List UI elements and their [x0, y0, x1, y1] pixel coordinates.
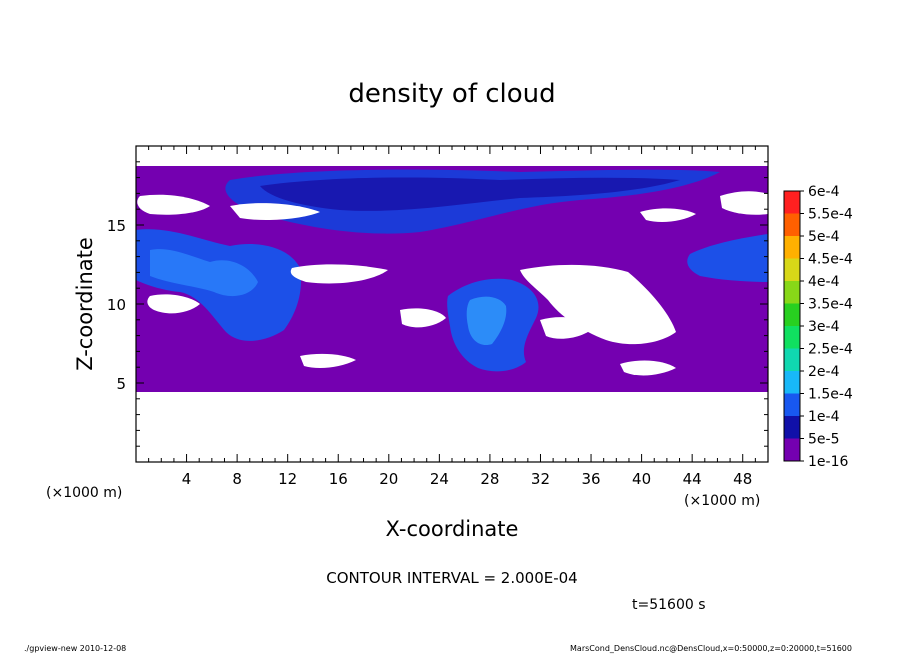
colorbar-label: 4e-4: [808, 274, 840, 290]
x-axis-ticks: 4 8 12 16 20 24 28 32 36 40 44 48: [148, 146, 756, 488]
colorbar-label: 3.5e-4: [808, 297, 853, 313]
colorbar-label: 4.5e-4: [808, 252, 853, 268]
colorbar-segment: [784, 371, 800, 394]
x-tick-label: 40: [632, 470, 651, 488]
x-tick-label: 20: [379, 470, 398, 488]
x-tick-label: 44: [683, 470, 702, 488]
x-unit-right: (×1000 m): [684, 493, 760, 509]
colorbar-segment: [784, 281, 800, 304]
colorbar-label: 2e-4: [808, 364, 840, 380]
gap-3: [290, 264, 388, 284]
y-tick-label: 5: [116, 375, 126, 393]
gap-11: [620, 360, 676, 376]
colorbar-label: 6e-4: [808, 184, 840, 200]
x-tick-label: 16: [329, 470, 348, 488]
footer-right: MarsCond_DensCloud.nc@DensCloud,x=0:5000…: [570, 644, 852, 653]
colorbar-label: 5e-4: [808, 229, 840, 245]
colorbar-label: 3e-4: [808, 319, 840, 335]
gap-2: [230, 203, 320, 220]
colorbar-segment: [784, 191, 800, 214]
colorbar-segment: [784, 416, 800, 439]
colorbar-segment: [784, 258, 800, 281]
colorbar-segment: [784, 236, 800, 259]
x-unit-left: (×1000 m): [46, 485, 122, 501]
colorbar-segment: [784, 213, 800, 236]
colorbar-segment: [784, 348, 800, 371]
gap-8: [720, 191, 768, 215]
gap-6: [400, 308, 446, 328]
x-tick-label: 8: [232, 470, 242, 488]
x-tick-label: 12: [278, 470, 297, 488]
chart-title: density of cloud: [348, 79, 555, 109]
colorbar-label: 5e-5: [808, 432, 839, 448]
x-tick-label: 28: [480, 470, 499, 488]
footer-left: ./gpview-new 2010-12-08: [24, 644, 126, 653]
center-cloud-core: [466, 296, 507, 346]
colorbar-label: 1e-16: [808, 454, 848, 470]
colorbar-segment: [784, 303, 800, 326]
x-tick-label: 36: [581, 470, 600, 488]
y-tick-label: 10: [107, 296, 126, 314]
left-cloud-core: [150, 249, 258, 297]
upper-cloud-core: [260, 177, 680, 211]
colorbar-segment: [784, 438, 800, 461]
colorbar-label: 1e-4: [808, 409, 840, 425]
gap-7: [540, 317, 596, 339]
colorbar-label: 5.5e-4: [808, 207, 853, 223]
gap-5: [147, 294, 200, 314]
x-tick-label: 4: [182, 470, 192, 488]
x-tick-label: 48: [733, 470, 752, 488]
y-tick-label: 15: [107, 217, 126, 235]
right-cloud-region: [687, 234, 768, 282]
colorbar: 1e-16 5e-5 1e-4 1.5e-4 2e-4 2.5e-4 3e-4 3.5e-4 4…: [783, 184, 853, 470]
gap-1: [137, 194, 210, 215]
x-tick-label: 32: [531, 470, 550, 488]
colorbar-segment: [784, 326, 800, 349]
x-tick-label: 24: [430, 470, 449, 488]
gap-4: [520, 264, 676, 345]
cloud-density-field: [136, 166, 768, 392]
gap-10: [300, 353, 356, 368]
contour-interval-text: CONTOUR INTERVAL = 2.000E-04: [326, 569, 577, 587]
gap-9: [640, 208, 696, 222]
y-axis-ticks: 5 10 15: [107, 161, 768, 447]
time-label: t=51600 s: [632, 597, 706, 613]
x-axis-label: X-coordinate: [386, 517, 519, 541]
colorbar-label: 2.5e-4: [808, 342, 853, 358]
colorbar-segment: [784, 393, 800, 416]
y-axis-label: Z-coordinate: [73, 237, 97, 371]
colorbar-label: 1.5e-4: [808, 387, 853, 403]
